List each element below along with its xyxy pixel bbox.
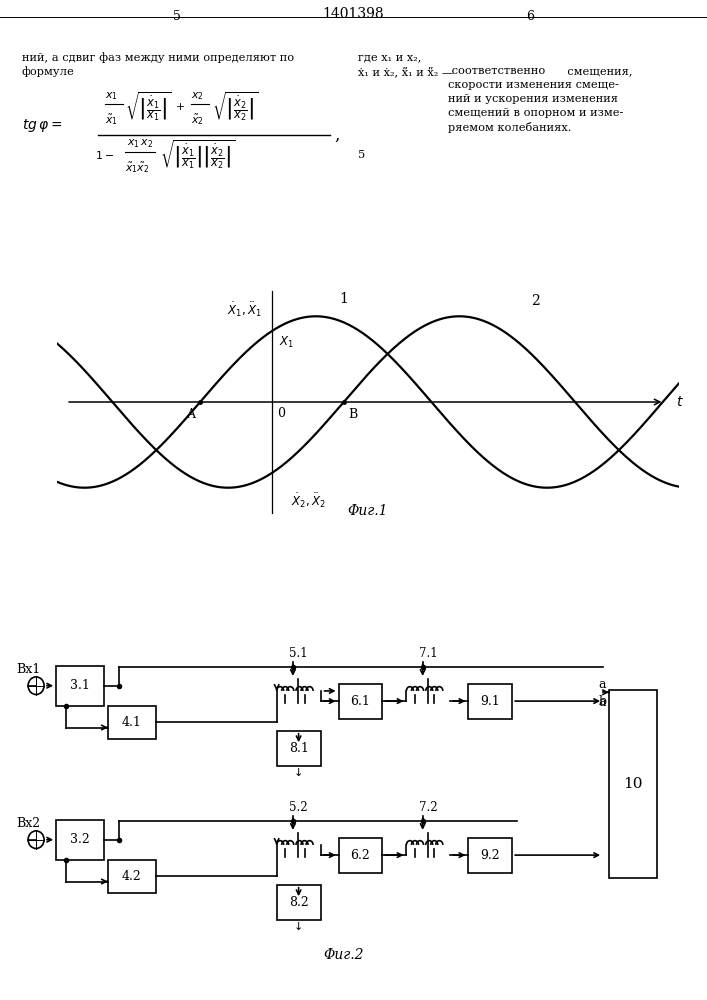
- Text: $\dot{X}_2,\ddot{X}_2$: $\dot{X}_2,\ddot{X}_2$: [291, 491, 326, 510]
- Text: $t$: $t$: [677, 395, 684, 409]
- Text: 5: 5: [173, 10, 181, 23]
- Text: $x_2$: $x_2$: [191, 90, 204, 102]
- Text: ↓: ↓: [294, 922, 303, 932]
- Bar: [468, 838, 512, 873]
- Text: 10: 10: [624, 777, 643, 791]
- Text: 3.2: 3.2: [70, 833, 90, 846]
- Text: $\sqrt{\left|\dfrac{\dot{x}_2}{x_2}\right|}$: $\sqrt{\left|\dfrac{\dot{x}_2}{x_2}\righ…: [212, 90, 258, 124]
- Text: $\dot{x}_1\,\dot{x}_2$: $\dot{x}_1\,\dot{x}_2$: [127, 135, 153, 150]
- Text: Φиг.2: Φиг.2: [323, 948, 364, 962]
- Text: 9.1: 9.1: [480, 695, 500, 708]
- Text: Bx1: Bx1: [16, 663, 40, 676]
- Text: формуле: формуле: [22, 66, 75, 77]
- Text: ↓: ↓: [294, 768, 303, 778]
- Text: 6: 6: [526, 10, 534, 23]
- Bar: [56, 666, 104, 706]
- Text: Φиг.1: Φиг.1: [347, 504, 388, 518]
- Text: $\sqrt{\left|\dfrac{\dot{x}_1}{x_1}\right|\left|\dfrac{\dot{x}_2}{x_2}\right|}$: $\sqrt{\left|\dfrac{\dot{x}_1}{x_1}\righ…: [160, 138, 235, 172]
- Text: $\mathit{tg}\,\varphi =$: $\mathit{tg}\,\varphi =$: [22, 116, 62, 133]
- Text: 1: 1: [340, 292, 349, 306]
- Bar: [339, 838, 382, 873]
- Text: $X_1$: $X_1$: [279, 334, 294, 350]
- Text: ,: ,: [334, 126, 339, 143]
- Text: 7.2: 7.2: [419, 801, 438, 814]
- Text: Bx2: Bx2: [16, 817, 40, 830]
- Text: $\tilde{x}_2$: $\tilde{x}_2$: [191, 112, 204, 127]
- Text: ряемом колебаниях.: ряемом колебаниях.: [448, 122, 571, 133]
- Text: 4.1: 4.1: [122, 716, 142, 728]
- Text: $\tilde{x}_1\tilde{x}_2$: $\tilde{x}_1\tilde{x}_2$: [125, 160, 149, 175]
- Bar: [609, 690, 657, 878]
- Text: $x_1$: $x_1$: [105, 90, 118, 102]
- Text: соответственно: соответственно: [448, 66, 545, 76]
- Text: $\sqrt{\left|\dfrac{\dot{x}_1}{x_1}\right|}$: $\sqrt{\left|\dfrac{\dot{x}_1}{x_1}\righ…: [125, 90, 171, 124]
- Text: ẋ₁ и ẋ₂, ẍ̈₁ и ẍ̈₂ —: ẋ₁ и ẋ₂, ẍ̈₁ и ẍ̈₂ —: [358, 66, 453, 77]
- Bar: [108, 706, 156, 738]
- Text: 8.2: 8.2: [288, 896, 308, 909]
- Text: 6.2: 6.2: [351, 849, 370, 862]
- Text: 1401398: 1401398: [322, 7, 384, 21]
- Text: a: a: [599, 696, 606, 709]
- Text: 5: 5: [358, 150, 366, 160]
- Bar: [108, 859, 156, 892]
- Text: $\tilde{x}_1$: $\tilde{x}_1$: [105, 112, 118, 127]
- Text: b: b: [599, 695, 607, 708]
- Text: где x₁ и x₂,: где x₁ и x₂,: [358, 52, 421, 62]
- Text: 3.1: 3.1: [70, 679, 90, 692]
- Bar: [339, 684, 382, 719]
- Text: 6.1: 6.1: [351, 695, 370, 708]
- Text: смещений в опорном и изме-: смещений в опорном и изме-: [448, 108, 624, 118]
- Text: $\dot{X}_1,\ddot{X}_1$: $\dot{X}_1,\ddot{X}_1$: [228, 301, 262, 319]
- Text: 5.1: 5.1: [289, 647, 308, 660]
- Text: 5.2: 5.2: [289, 801, 308, 814]
- Bar: [56, 820, 104, 859]
- Text: ний, а сдвиг фаз между ними определяют по: ний, а сдвиг фаз между ними определяют п…: [22, 52, 294, 63]
- Text: $+$: $+$: [175, 102, 185, 112]
- Text: ний и ускорения изменения: ний и ускорения изменения: [448, 94, 618, 104]
- Text: 7.1: 7.1: [419, 647, 438, 660]
- Text: 8.1: 8.1: [288, 742, 308, 755]
- Text: скорости изменения смеще-: скорости изменения смеще-: [448, 80, 619, 90]
- Text: A: A: [187, 408, 195, 421]
- Text: B: B: [349, 408, 358, 421]
- Text: смещения,: смещения,: [560, 66, 633, 76]
- Text: 0: 0: [276, 407, 285, 420]
- Text: 9.2: 9.2: [481, 849, 500, 862]
- Text: 4.2: 4.2: [122, 869, 142, 882]
- Bar: [468, 684, 512, 719]
- Bar: [276, 885, 320, 920]
- Bar: [276, 731, 320, 766]
- Text: 2: 2: [531, 294, 540, 308]
- Text: $1 -$: $1 -$: [95, 149, 114, 161]
- Text: a: a: [599, 678, 606, 691]
